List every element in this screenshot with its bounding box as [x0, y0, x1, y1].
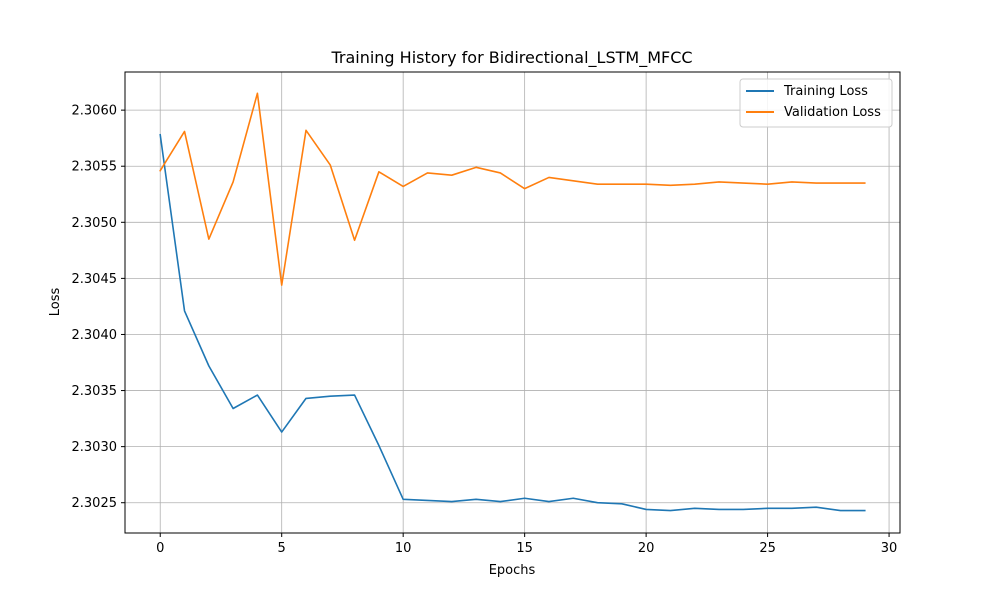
- y-tick-label: 2.3055: [72, 160, 118, 175]
- x-tick-label: 5: [278, 541, 286, 556]
- chart-title: Training History for Bidirectional_LSTM_…: [330, 48, 692, 68]
- x-tick-label: 20: [638, 541, 655, 556]
- y-tick-label: 2.3025: [72, 496, 118, 511]
- legend-label-training-loss: Training Loss: [783, 84, 868, 99]
- legend-label-validation-loss: Validation Loss: [784, 105, 881, 120]
- y-axis-label: Loss: [48, 288, 63, 317]
- x-tick-label: 0: [156, 541, 164, 556]
- x-axis-label: Epochs: [489, 563, 536, 578]
- y-tick-label: 2.3050: [72, 216, 118, 231]
- x-tick-label: 25: [759, 541, 776, 556]
- y-tick-label: 2.3060: [72, 104, 118, 119]
- axis-ticks: 0 5 10 15 20 25 30 2.3025 2.3030 2.3035 2.3040 2.30…: [72, 104, 898, 556]
- plot-frame: [124, 71, 901, 534]
- series-lines: [159, 92, 866, 512]
- series-line-training-loss: [159, 133, 866, 512]
- x-tick-label: 15: [516, 541, 533, 556]
- y-tick-label: 2.3040: [72, 328, 118, 343]
- x-tick-label: 30: [881, 541, 898, 556]
- legend: Training Loss Validation Loss: [739, 78, 893, 128]
- x-tick-label: 10: [395, 541, 412, 556]
- y-tick-label: 2.3045: [72, 272, 118, 287]
- y-tick-label: 2.3035: [72, 384, 118, 399]
- legend-box: [739, 78, 893, 128]
- series-line-validation-loss: [159, 92, 866, 286]
- grid-lines: [125, 72, 900, 533]
- y-tick-label: 2.3030: [72, 440, 118, 455]
